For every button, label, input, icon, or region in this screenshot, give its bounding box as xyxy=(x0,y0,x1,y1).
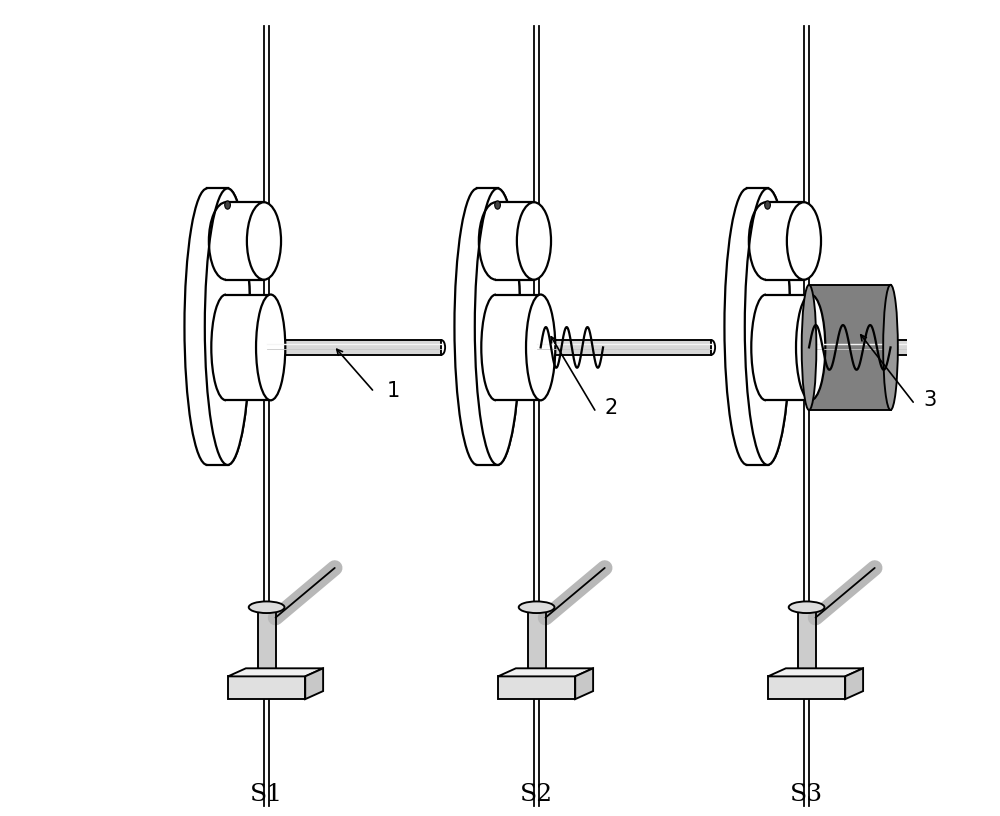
Ellipse shape xyxy=(802,285,816,410)
Polygon shape xyxy=(477,188,498,465)
Ellipse shape xyxy=(796,295,825,401)
Polygon shape xyxy=(768,668,863,676)
Polygon shape xyxy=(747,188,768,465)
Text: S1: S1 xyxy=(250,783,283,805)
Ellipse shape xyxy=(787,202,821,280)
Polygon shape xyxy=(766,295,811,401)
Text: S2: S2 xyxy=(520,783,553,805)
Polygon shape xyxy=(226,295,271,401)
Text: 2: 2 xyxy=(604,398,618,419)
Ellipse shape xyxy=(745,188,790,465)
Ellipse shape xyxy=(765,201,770,209)
Text: 3: 3 xyxy=(923,390,936,410)
Ellipse shape xyxy=(205,188,250,465)
Polygon shape xyxy=(228,676,305,699)
Polygon shape xyxy=(498,676,575,699)
Ellipse shape xyxy=(526,295,555,401)
Polygon shape xyxy=(798,607,816,676)
Polygon shape xyxy=(496,295,541,401)
Polygon shape xyxy=(498,668,593,676)
Polygon shape xyxy=(575,668,593,699)
Polygon shape xyxy=(226,202,264,280)
Polygon shape xyxy=(766,202,804,280)
Polygon shape xyxy=(768,676,845,699)
Polygon shape xyxy=(537,340,711,355)
Ellipse shape xyxy=(247,202,281,280)
Ellipse shape xyxy=(249,601,284,613)
Polygon shape xyxy=(845,668,863,699)
Polygon shape xyxy=(809,285,891,410)
Text: S3: S3 xyxy=(790,783,823,805)
Polygon shape xyxy=(228,668,323,676)
Polygon shape xyxy=(267,340,441,355)
Ellipse shape xyxy=(517,202,551,280)
Ellipse shape xyxy=(883,285,898,410)
Ellipse shape xyxy=(519,601,554,613)
Text: 1: 1 xyxy=(387,380,400,401)
Ellipse shape xyxy=(256,295,285,401)
Polygon shape xyxy=(528,607,546,676)
Polygon shape xyxy=(258,607,276,676)
Ellipse shape xyxy=(789,601,824,613)
Ellipse shape xyxy=(495,201,500,209)
Ellipse shape xyxy=(225,201,230,209)
Polygon shape xyxy=(207,188,228,465)
Ellipse shape xyxy=(475,188,520,465)
Polygon shape xyxy=(807,340,981,355)
Polygon shape xyxy=(305,668,323,699)
Polygon shape xyxy=(496,202,534,280)
